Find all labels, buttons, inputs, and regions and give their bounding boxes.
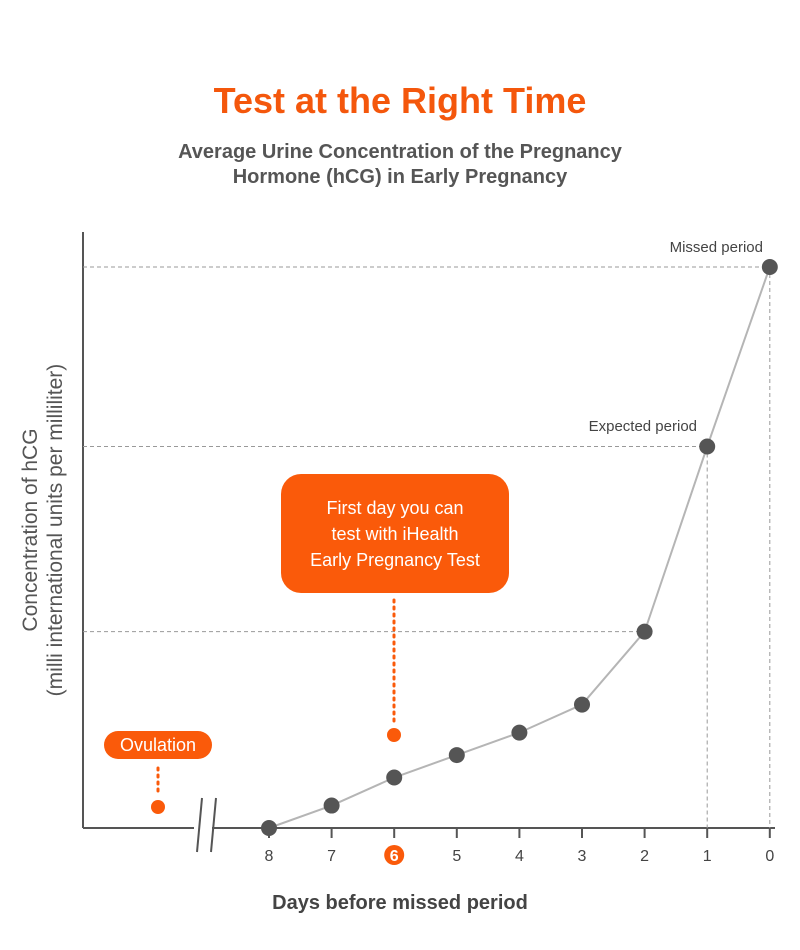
y-axis-label-line-1: Concentration of hCG [19, 428, 42, 632]
subtitle-line-2: Hormone (hCG) in Early Pregnancy [232, 166, 568, 188]
data-point [448, 747, 465, 764]
x-tick-label: 5 [452, 848, 461, 865]
highlighted-tick-badge [384, 845, 405, 865]
axis-break-mark [210, 797, 217, 853]
x-tick-label: 6 [390, 848, 399, 865]
data-point [761, 259, 778, 275]
x-tick-label: 1 [703, 848, 712, 865]
y-axis-label: Concentration of hCG (milli internationa… [18, 230, 68, 830]
subtitle-line-1: Average Urine Concentration of the Pregn… [178, 141, 622, 163]
missed-period-label: Missed period [670, 239, 763, 256]
chart-title: Test at the Right Time [213, 80, 587, 121]
x-tick-label: 0 [765, 848, 774, 865]
ovulation-marker [151, 800, 165, 814]
ovulation-label: Ovulation [104, 731, 212, 759]
callout-line-3: Early Pregnancy Test [310, 549, 480, 570]
data-point [511, 724, 528, 741]
data-point [323, 797, 340, 814]
data-point [386, 769, 403, 786]
x-tick-label: 4 [515, 848, 524, 865]
y-axis-label-line-2: (milli international units per millilite… [44, 363, 67, 697]
data-point [574, 696, 590, 713]
first-test-day-marker [387, 728, 401, 742]
axis-break-gap [194, 825, 212, 831]
axis-break-mark [196, 797, 203, 853]
data-point [636, 623, 653, 640]
data-point [261, 820, 277, 836]
callout-line-2: test with iHealth [331, 523, 459, 544]
x-tick-label: 7 [327, 848, 336, 865]
expected-period-label: Expected period [589, 418, 697, 435]
x-tick-label: 3 [578, 848, 587, 865]
callout-line-1: First day you can [326, 497, 464, 518]
chart-subtitle: Average Urine Concentration of the Pregn… [0, 140, 800, 190]
x-axis-label: Days before missed period [272, 892, 528, 914]
x-tick-label: 2 [640, 848, 649, 865]
first-test-day-callout: First day you can test with iHealth Earl… [281, 474, 509, 593]
data-point [699, 438, 716, 455]
x-tick-label: 8 [265, 848, 274, 865]
